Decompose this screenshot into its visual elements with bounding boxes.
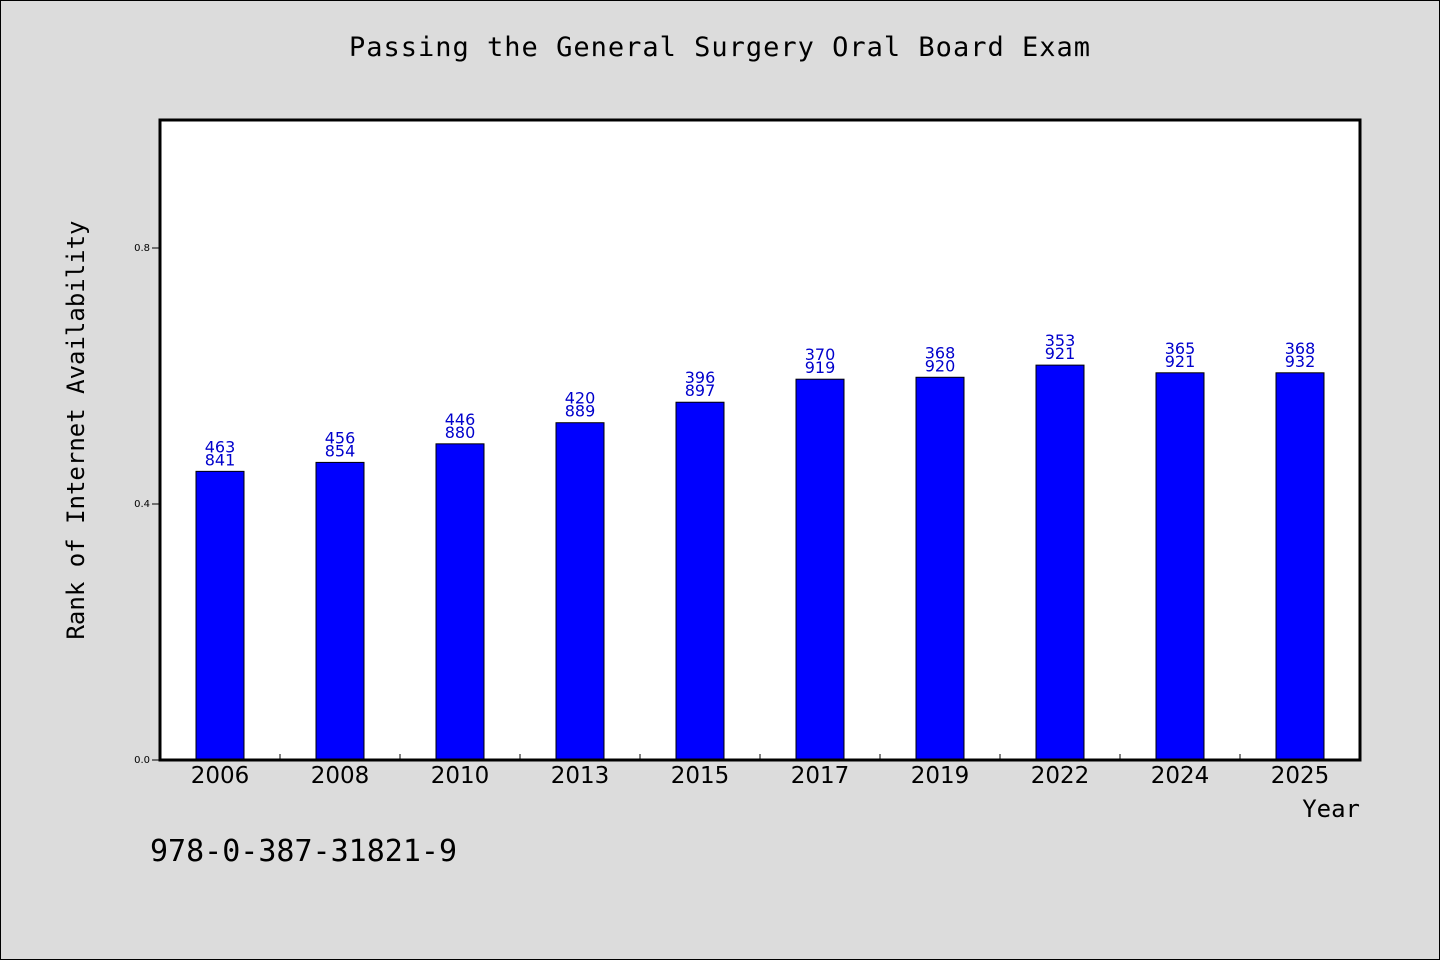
x-tick-label: 2019 [911, 763, 970, 789]
data-label-bottom: 921 [1045, 344, 1076, 363]
data-label-top: 368 [925, 343, 956, 362]
y-tick-label: 0.8 [134, 243, 150, 254]
bar [1275, 372, 1325, 761]
x-tick-label: 2017 [791, 763, 850, 789]
y-axis-title: Rank of Internet Availability [62, 220, 90, 639]
data-label-top: 396 [685, 368, 716, 387]
data-label-bottom: 920 [925, 356, 956, 375]
footnote-isbn: 978-0-387-31821-9 [150, 834, 458, 869]
bar [1035, 364, 1085, 761]
bar [435, 443, 485, 761]
data-label-top: 456 [325, 428, 356, 447]
data-label-top: 446 [445, 410, 476, 429]
data-label-bottom: 880 [445, 423, 476, 442]
x-tick-label: 2015 [671, 763, 730, 789]
x-tick-label: 2025 [1271, 763, 1330, 789]
bar [915, 376, 965, 761]
data-label-top: 420 [565, 389, 596, 408]
bar [555, 422, 605, 761]
data-label-top: 368 [1285, 339, 1316, 358]
x-tick-label: 2006 [191, 763, 250, 789]
data-label-bottom: 889 [565, 402, 596, 421]
bar [675, 401, 725, 761]
data-label-bottom: 854 [325, 441, 356, 460]
data-label-bottom: 919 [805, 358, 836, 377]
data-label-top: 353 [1045, 331, 1076, 350]
bar [315, 461, 365, 761]
data-label-bottom: 841 [205, 450, 236, 469]
x-tick-label: 2008 [311, 763, 370, 789]
y-tick-label: 0.4 [134, 499, 150, 510]
data-label-top: 365 [1165, 339, 1196, 358]
x-tick-label: 2010 [431, 763, 490, 789]
bar [1155, 372, 1205, 761]
x-tick-label: 2022 [1031, 763, 1090, 789]
data-label-top: 370 [805, 345, 836, 364]
data-label-top: 463 [205, 437, 236, 456]
x-axis-title: Year [1302, 795, 1360, 823]
chart-title: Passing the General Surgery Oral Board E… [349, 32, 1091, 63]
data-label-bottom: 921 [1165, 352, 1196, 371]
data-label-bottom: 932 [1285, 352, 1316, 371]
y-tick-label: 0.0 [134, 755, 150, 766]
plot-border [158, 118, 1362, 762]
x-tick-label: 2024 [1151, 763, 1210, 789]
bar [195, 470, 245, 761]
data-label-bottom: 897 [685, 381, 716, 400]
x-tick-label: 2013 [551, 763, 610, 789]
bar [795, 378, 845, 761]
